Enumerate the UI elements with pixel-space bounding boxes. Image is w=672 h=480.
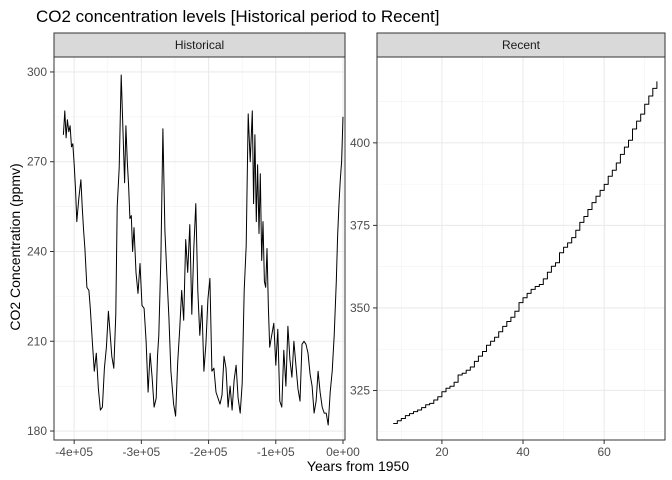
chart-title: CO2 concentration levels [Historical per… xyxy=(36,7,439,26)
x-axis-title: Years from 1950 xyxy=(307,458,409,474)
x-tick-label: 0e+00 xyxy=(326,445,360,459)
panel-historical: Historical -4e+05 -3e+05 -2e+05 -1e+05 0e+00 1… xyxy=(27,32,360,459)
x-tick-label: -3e+05 xyxy=(123,445,161,459)
y-tick-label: 375 xyxy=(350,218,370,232)
x-tick-label: -4e+05 xyxy=(55,445,93,459)
panel-border xyxy=(376,56,666,441)
facet-panels: Historical -4e+05 -3e+05 -2e+05 -1e+05 0e+00 1… xyxy=(27,32,666,459)
facet-strip xyxy=(53,32,346,58)
y-tick-label: 400 xyxy=(350,136,370,150)
panel-border xyxy=(53,56,346,441)
series-line-recent xyxy=(393,81,658,424)
x-tick-label: -1e+05 xyxy=(257,445,295,459)
x-tick-label: -2e+05 xyxy=(190,445,228,459)
y-tick-label: 210 xyxy=(27,334,47,348)
y-axis-title: CO2 Concentration (ppmv) xyxy=(7,163,23,330)
x-tick-label: 40 xyxy=(516,445,530,459)
series-line-historical xyxy=(62,74,344,426)
y-tick-label: 300 xyxy=(27,65,47,79)
panel-recent: Recent 20 40 60 325 350 375 400 xyxy=(350,32,666,459)
x-tick-label: 60 xyxy=(597,445,611,459)
facet-strip xyxy=(376,32,666,58)
facet-strip-label: Historical xyxy=(175,38,224,52)
y-tick-label: 270 xyxy=(27,155,47,169)
panel-background xyxy=(377,57,665,440)
x-tick-label: 20 xyxy=(435,445,449,459)
y-tick-label: 325 xyxy=(350,383,370,397)
y-tick-label: 180 xyxy=(27,424,47,438)
facet-strip-label: Recent xyxy=(502,38,541,52)
y-tick-label: 350 xyxy=(350,301,370,315)
y-tick-label: 240 xyxy=(27,244,47,258)
